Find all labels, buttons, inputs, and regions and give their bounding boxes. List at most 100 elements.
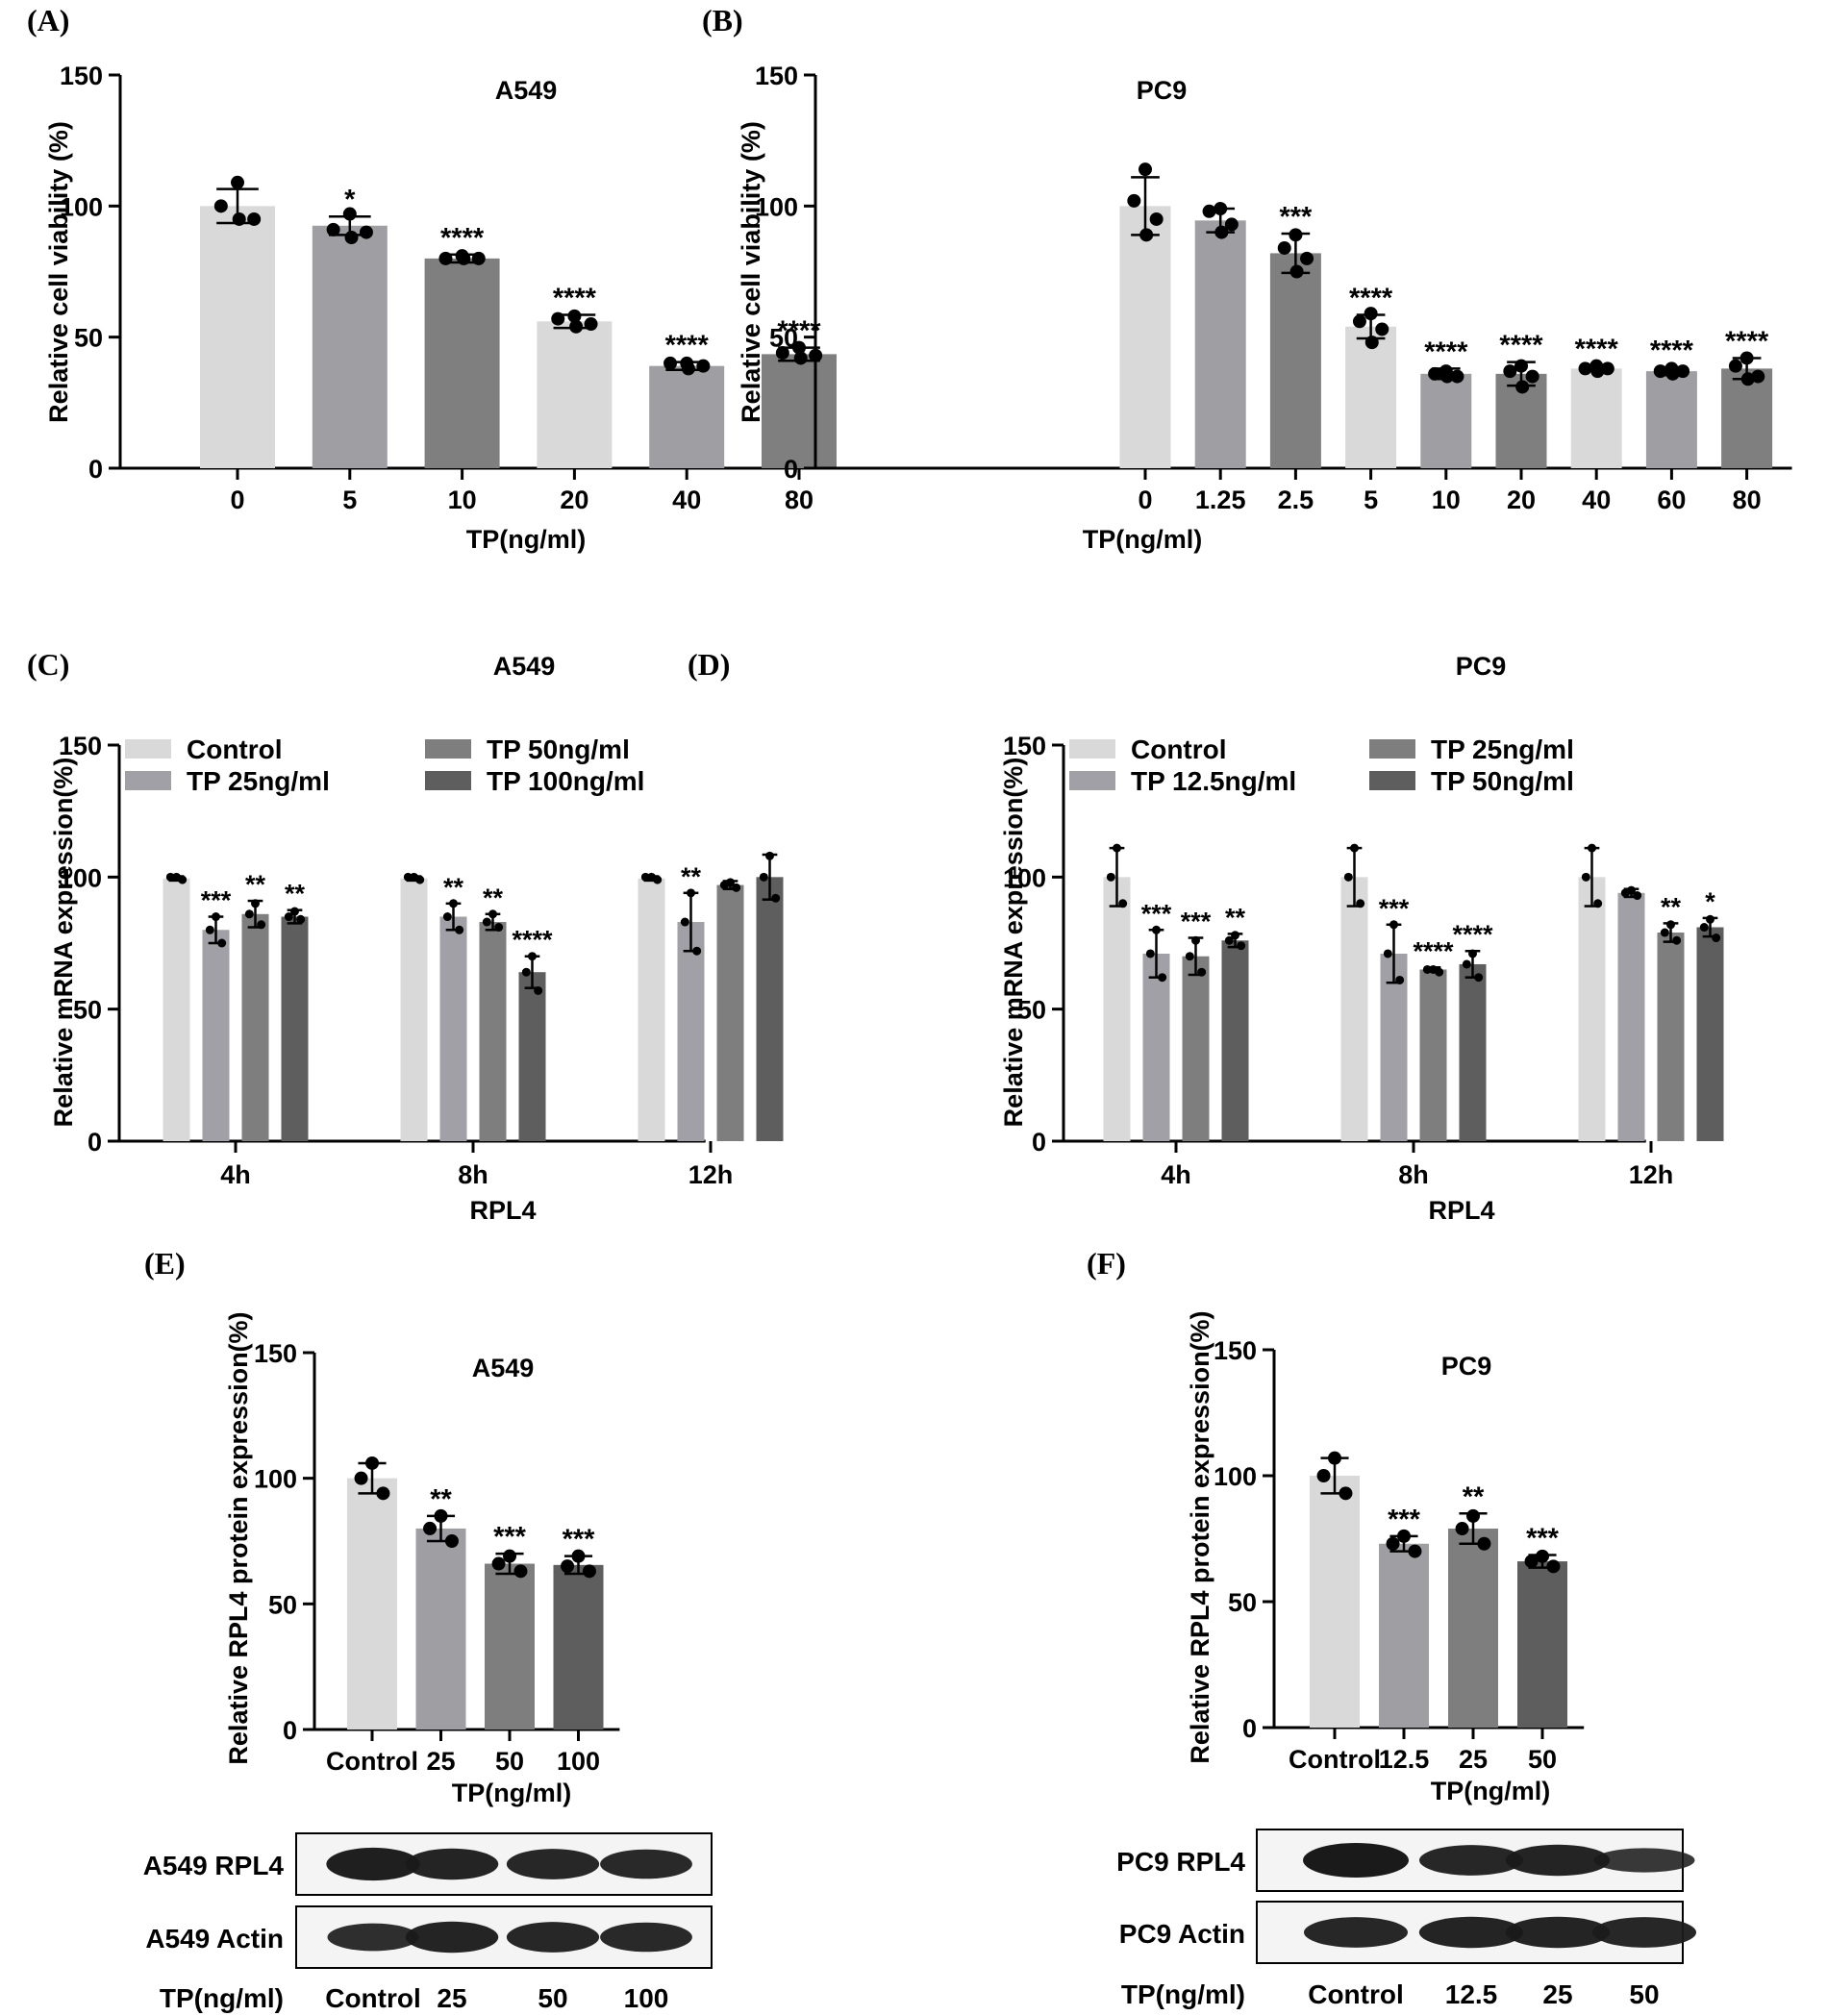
x-axis-label: TP(ng/ml) xyxy=(1083,525,1202,554)
bar xyxy=(415,1528,466,1730)
data-point xyxy=(1524,1555,1539,1569)
x-tick-label: 12h xyxy=(688,1160,734,1189)
data-point xyxy=(1450,369,1464,384)
blot-band xyxy=(405,1848,499,1880)
y-tick-label: 150 xyxy=(755,62,798,90)
significance-label: ** xyxy=(245,870,266,899)
data-point xyxy=(687,888,695,898)
data-point xyxy=(1197,967,1207,977)
significance-label: *** xyxy=(1526,1524,1560,1555)
data-point xyxy=(290,907,299,916)
data-point xyxy=(1214,225,1229,239)
y-tick-label: 0 xyxy=(88,1128,102,1157)
x-tick-label: 20 xyxy=(560,485,588,514)
data-point xyxy=(342,207,357,221)
data-point xyxy=(344,231,359,245)
bar xyxy=(1340,877,1368,1141)
data-point xyxy=(1676,364,1690,379)
x-tick-label: 8h xyxy=(458,1160,488,1189)
data-point xyxy=(482,917,491,927)
blot-lane-label: 50 xyxy=(1629,1979,1659,2009)
data-point xyxy=(561,1559,575,1574)
data-point xyxy=(1328,1451,1341,1465)
significance-label: *** xyxy=(1388,1505,1421,1535)
y-tick-label: 100 xyxy=(60,192,103,221)
panel-label: (A) xyxy=(27,3,69,37)
blot-band xyxy=(600,1922,692,1953)
significance-label: *** xyxy=(493,1522,527,1553)
data-point xyxy=(1277,240,1291,255)
data-point xyxy=(444,1534,459,1548)
data-point xyxy=(1316,1469,1331,1482)
data-point xyxy=(681,361,695,376)
data-point xyxy=(251,899,260,908)
data-point xyxy=(438,251,453,265)
data-point xyxy=(732,883,741,892)
data-point xyxy=(775,346,789,361)
x-tick-label: 50 xyxy=(495,1747,524,1776)
data-point xyxy=(1462,959,1471,969)
data-point xyxy=(582,1564,596,1579)
data-point xyxy=(759,872,768,882)
significance-label: ** xyxy=(1225,903,1246,932)
significance-label: **** xyxy=(1452,920,1493,949)
data-point xyxy=(1422,964,1432,974)
significance-label: *** xyxy=(1379,894,1410,923)
significance-label: *** xyxy=(1141,899,1172,928)
legend-swatch xyxy=(1369,771,1415,790)
blot-band xyxy=(600,1849,692,1879)
x-tick-label: 10 xyxy=(448,485,477,514)
data-point xyxy=(1439,369,1454,384)
data-point xyxy=(212,912,220,922)
data-point xyxy=(1289,264,1304,279)
data-point xyxy=(1397,1529,1411,1543)
bar xyxy=(439,916,467,1141)
blot-band xyxy=(1303,1917,1409,1948)
x-tick-label: 20 xyxy=(1507,485,1536,514)
significance-label: **** xyxy=(1424,336,1468,367)
significance-label: **** xyxy=(1413,936,1454,965)
data-point xyxy=(1106,872,1115,882)
data-point xyxy=(719,881,729,890)
y-tick-label: 50 xyxy=(73,996,102,1025)
blot-lane-title: TP(ng/ml) xyxy=(160,1983,284,2013)
bar xyxy=(756,877,784,1141)
data-point xyxy=(1593,899,1603,908)
data-point xyxy=(1474,973,1484,983)
significance-label: *** xyxy=(201,886,232,915)
data-point xyxy=(1633,891,1642,901)
chart-title: PC9 xyxy=(1441,1352,1492,1381)
data-point xyxy=(1289,228,1303,242)
data-point xyxy=(1672,935,1682,945)
blot-rpl4-label: PC9 RPL4 xyxy=(1116,1847,1245,1877)
data-point xyxy=(1435,967,1444,977)
y-tick-label: 100 xyxy=(755,192,798,221)
x-tick-label: 40 xyxy=(672,485,701,514)
data-point xyxy=(1525,369,1539,384)
data-point xyxy=(494,923,504,933)
data-point xyxy=(653,875,663,884)
y-tick-label: 50 xyxy=(769,324,798,353)
data-point xyxy=(584,317,598,332)
significance-label: *** xyxy=(563,1525,596,1556)
legend-label: Control xyxy=(187,734,283,764)
blot-lane-label: Control xyxy=(325,1983,421,2013)
x-axis-label: TP(ng/ml) xyxy=(466,525,586,554)
y-tick-label: 0 xyxy=(1242,1714,1257,1743)
x-tick-label: 12h xyxy=(1629,1160,1674,1189)
blot-F: PC9 RPL4 PC9 Actin TP(ng/ml) Control 12.5 25 5… xyxy=(1116,1829,1697,2009)
y-tick-label: 150 xyxy=(254,1339,297,1368)
significance-label: ** xyxy=(443,873,464,902)
data-point xyxy=(1214,202,1228,216)
data-point xyxy=(1620,888,1630,898)
data-point xyxy=(1191,935,1200,945)
data-point xyxy=(376,1486,390,1501)
bar xyxy=(1379,1543,1429,1728)
x-tick-label: 80 xyxy=(1733,485,1762,514)
data-point xyxy=(1383,949,1392,958)
data-point xyxy=(1127,193,1141,208)
panel-label: (D) xyxy=(688,647,730,682)
